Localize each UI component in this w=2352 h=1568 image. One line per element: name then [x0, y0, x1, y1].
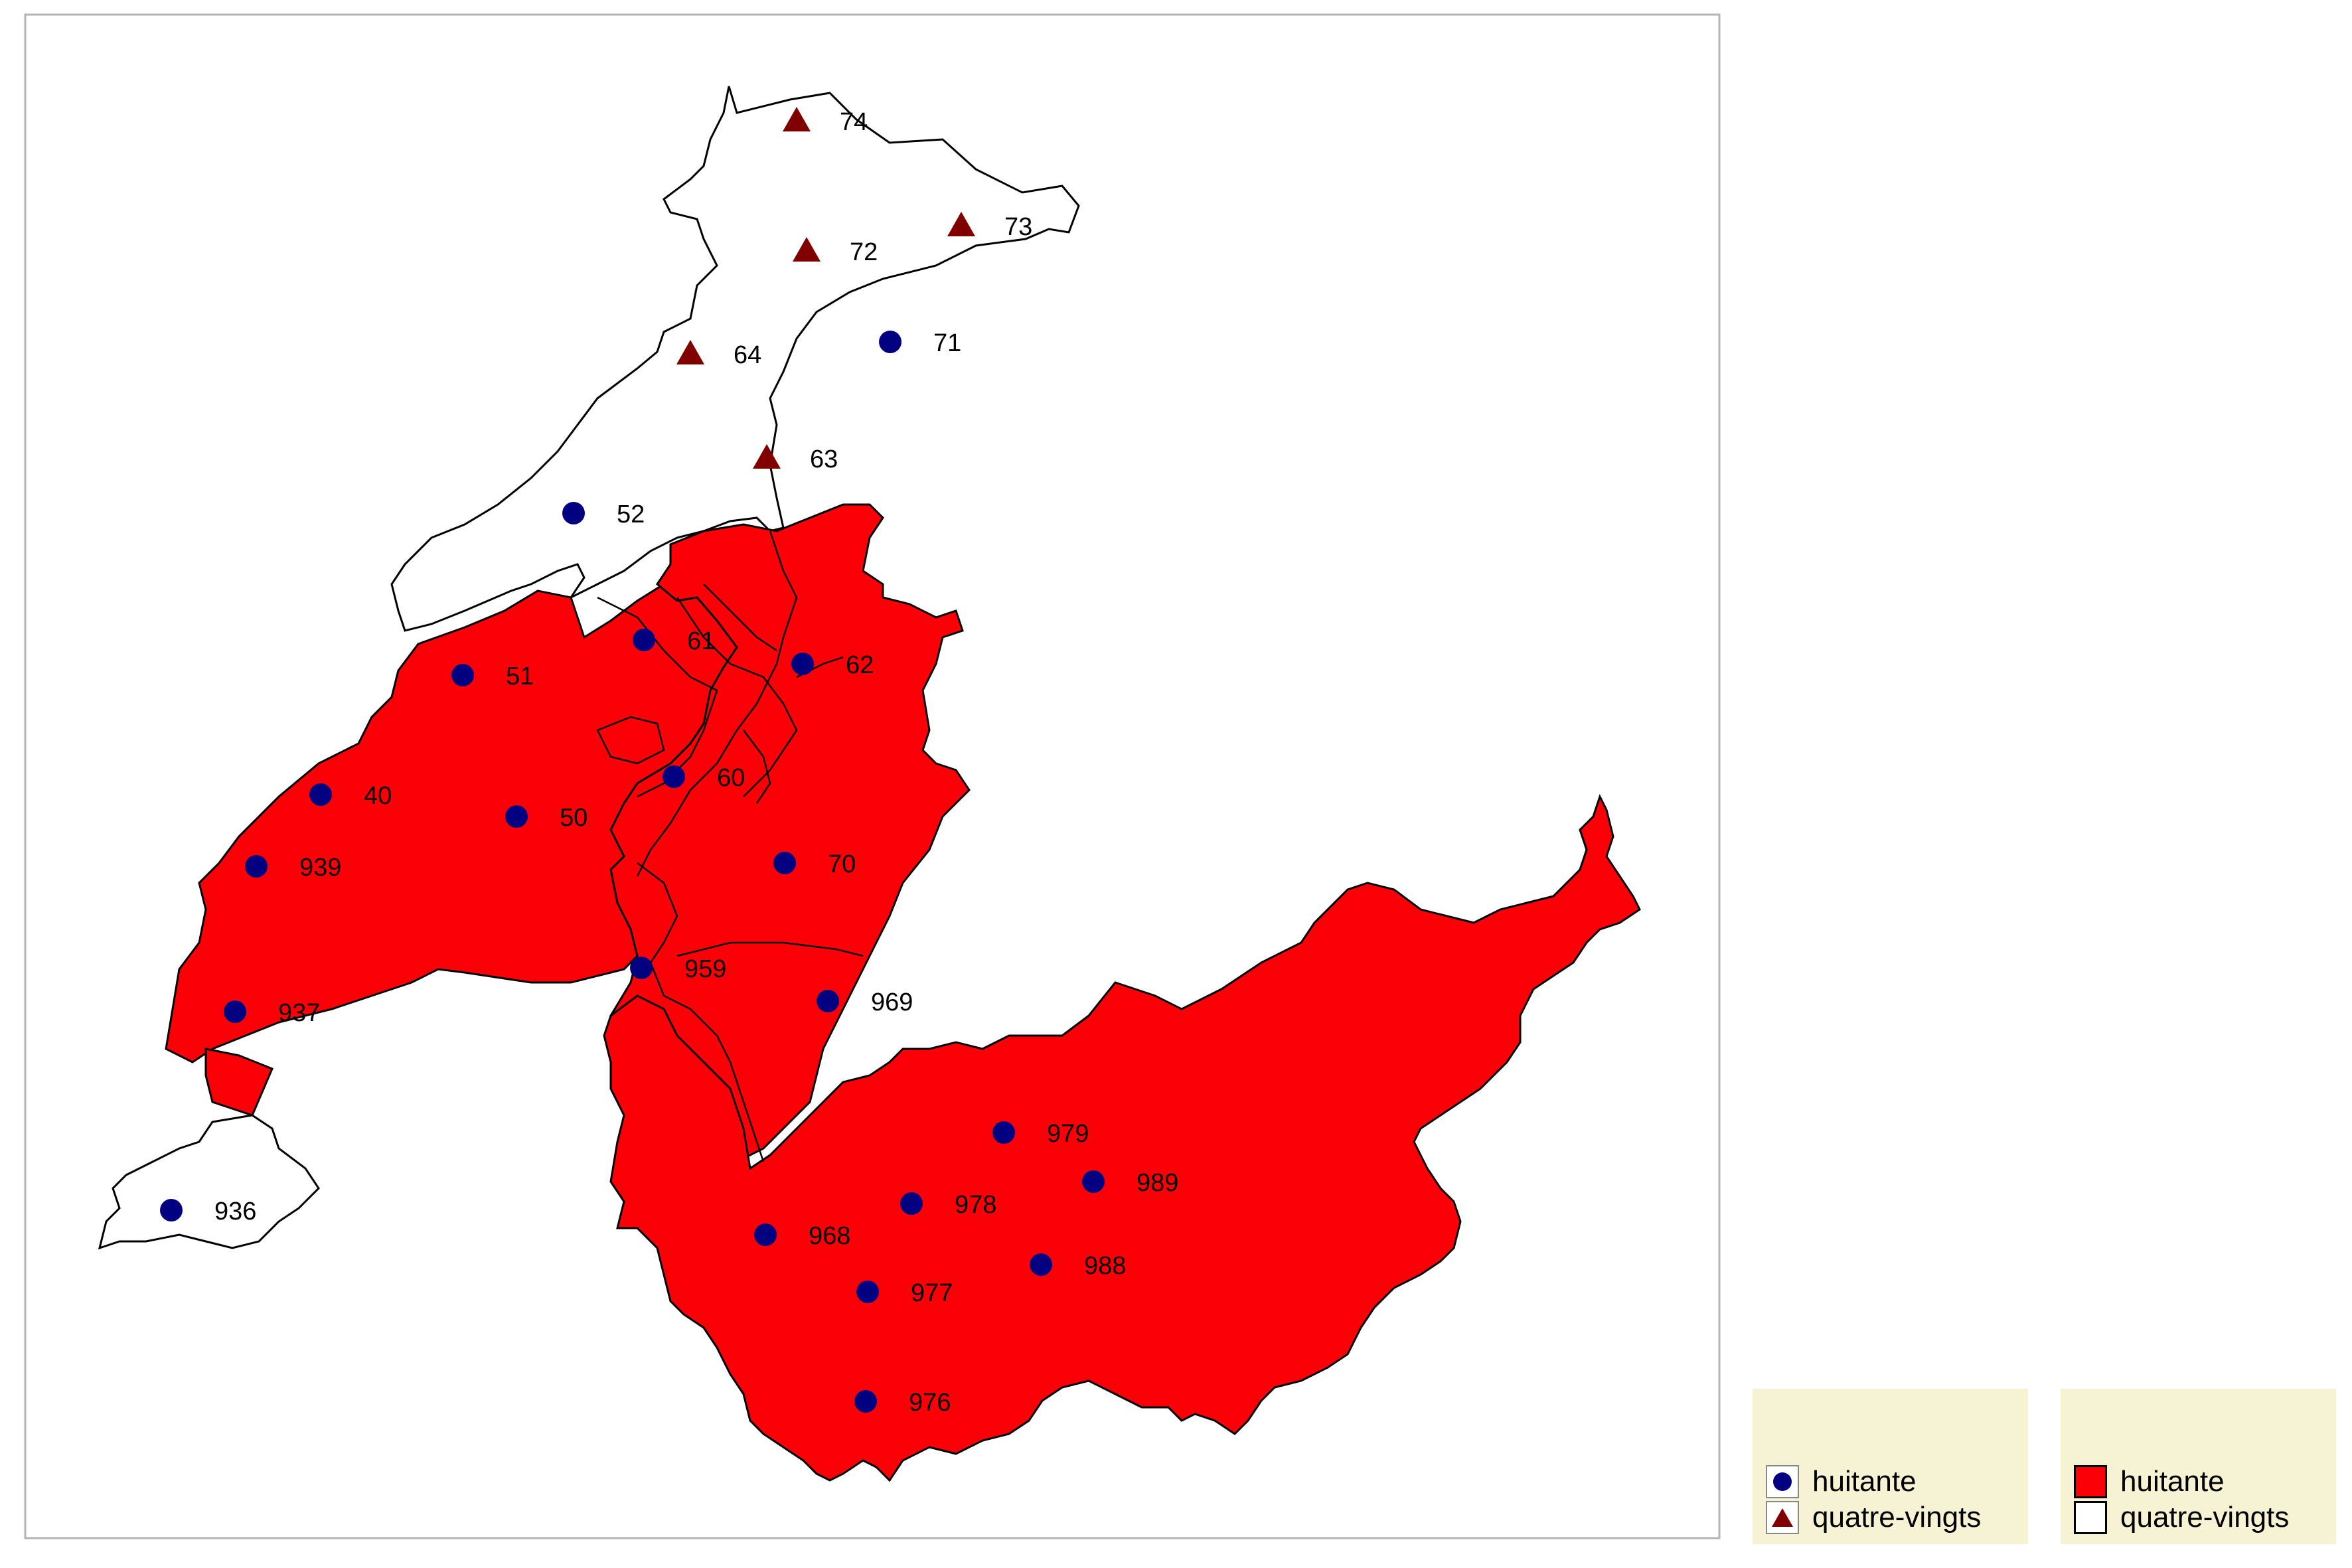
points-layer: 74 73 72 71 64 63 52 61 62 51 60 40 50 70 939 959 969 937… — [160, 107, 1178, 1417]
region-north-quatre-vingts — [390, 86, 1080, 632]
legend-points-item-quatre-vingts: quatre-vingts — [1766, 1498, 1981, 1537]
legend-areas-label-huitante: huitante — [2120, 1465, 2225, 1498]
dot-marker — [160, 1199, 183, 1221]
point-label: 50 — [560, 804, 588, 832]
legend-areas: huitante quatre-vingts — [2061, 1389, 2336, 1544]
dot-marker — [505, 805, 528, 828]
dot-icon — [1766, 1465, 1799, 1498]
point-label: 968 — [809, 1222, 850, 1250]
triangle-marker — [753, 444, 781, 469]
point-979: 979 — [992, 1120, 1089, 1148]
point-51: 51 — [451, 663, 534, 690]
point-52: 52 — [562, 501, 645, 528]
district-boundaries — [596, 530, 864, 1162]
point-50: 50 — [505, 804, 588, 832]
dot-marker — [562, 502, 585, 524]
point-63: 63 — [753, 444, 838, 473]
point-label: 71 — [933, 329, 961, 357]
point-72: 72 — [793, 237, 878, 266]
point-label: 978 — [955, 1191, 996, 1219]
point-label: 40 — [364, 782, 392, 810]
dot-marker — [663, 765, 685, 788]
dot-marker — [856, 1281, 879, 1303]
point-989: 989 — [1082, 1169, 1178, 1197]
dot-marker — [245, 855, 268, 878]
point-label: 939 — [299, 854, 341, 882]
triangle-marker — [783, 107, 811, 131]
point-62: 62 — [791, 651, 874, 679]
point-73: 73 — [947, 212, 1032, 241]
point-label: 52 — [617, 501, 645, 528]
point-977: 977 — [856, 1279, 953, 1307]
dot-marker — [879, 331, 902, 353]
red-swatch-icon — [2074, 1465, 2107, 1498]
point-969: 969 — [817, 988, 913, 1016]
point-label: 51 — [506, 663, 534, 690]
white-swatch-icon — [2074, 1501, 2107, 1534]
point-40: 40 — [309, 782, 392, 810]
legend-points: huitante quatre-vingts — [1753, 1389, 2028, 1544]
region-south-huitante — [603, 794, 1641, 1482]
dot-marker — [1082, 1170, 1105, 1193]
point-label: 977 — [911, 1279, 953, 1307]
legend-points-item-huitante: huitante — [1766, 1462, 1917, 1502]
point-label: 61 — [687, 627, 715, 655]
point-label: 70 — [828, 850, 856, 878]
point-976: 976 — [854, 1389, 951, 1417]
point-978: 978 — [900, 1191, 996, 1219]
dot-marker — [451, 664, 474, 686]
point-label: 63 — [810, 445, 838, 473]
dot-marker — [791, 653, 814, 675]
point-label: 937 — [278, 999, 320, 1027]
point-label: 959 — [684, 955, 726, 983]
legend-areas-item-quatre-vingts: quatre-vingts — [2074, 1498, 2289, 1537]
region-central-huitante — [609, 503, 971, 1170]
dot-marker — [754, 1223, 777, 1246]
point-label: 60 — [717, 764, 745, 792]
region-southwest-quatre-vingts — [98, 1114, 320, 1250]
point-968: 968 — [754, 1222, 850, 1250]
legend-areas-item-huitante: huitante — [2074, 1462, 2225, 1502]
dot-marker — [309, 783, 332, 806]
point-label: 979 — [1047, 1120, 1089, 1148]
point-label: 989 — [1137, 1169, 1178, 1197]
point-936: 936 — [160, 1198, 256, 1225]
point-label: 976 — [909, 1389, 951, 1417]
triangle-marker — [793, 237, 821, 262]
triangle-marker — [947, 212, 975, 236]
point-70: 70 — [773, 850, 856, 878]
dot-marker — [817, 990, 839, 1012]
point-61: 61 — [633, 627, 715, 655]
point-988: 988 — [1030, 1252, 1126, 1280]
dot-marker — [854, 1390, 877, 1413]
point-60: 60 — [663, 764, 745, 792]
dot-marker — [630, 957, 653, 979]
triangle-marker — [676, 340, 704, 364]
point-label: 72 — [850, 238, 878, 266]
dot-marker — [900, 1192, 923, 1215]
point-label: 936 — [214, 1198, 256, 1225]
point-937: 937 — [224, 999, 320, 1027]
point-959: 959 — [630, 955, 726, 983]
dot-marker — [224, 1000, 246, 1023]
point-74: 74 — [783, 107, 868, 136]
legend-areas-label-quatre-vingts: quatre-vingts — [2120, 1501, 2290, 1533]
dot-marker — [633, 629, 655, 651]
dot-marker — [773, 852, 796, 874]
legend-points-label-quatre-vingts: quatre-vingts — [1812, 1501, 1982, 1533]
dot-marker — [992, 1121, 1015, 1144]
point-label: 64 — [734, 341, 761, 369]
point-label: 969 — [871, 988, 913, 1016]
point-71: 71 — [879, 329, 961, 357]
legend-points-label-huitante: huitante — [1812, 1465, 1917, 1498]
dot-marker — [1030, 1253, 1052, 1276]
point-label: 74 — [840, 108, 868, 136]
point-label: 988 — [1084, 1252, 1126, 1280]
point-64: 64 — [676, 340, 761, 369]
point-label: 62 — [846, 651, 874, 679]
point-939: 939 — [245, 854, 341, 882]
point-label: 73 — [1004, 213, 1032, 241]
triangle-icon — [1766, 1501, 1799, 1534]
